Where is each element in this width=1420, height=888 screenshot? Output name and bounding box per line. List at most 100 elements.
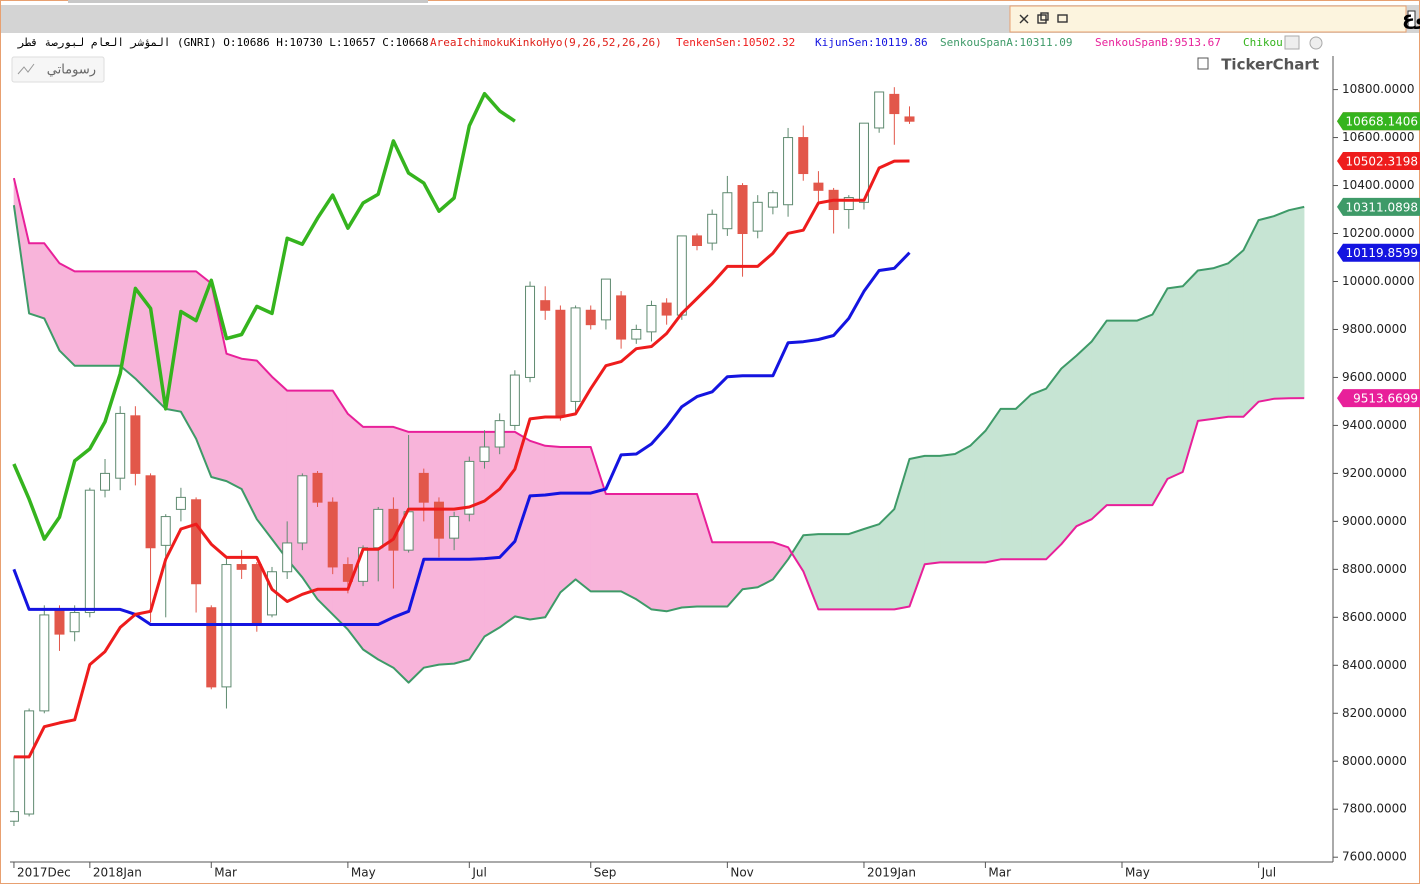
candle-body bbox=[494, 420, 505, 448]
legend-entry: TenkenSen:10502.32 bbox=[676, 36, 795, 49]
cloud bbox=[954, 445, 971, 563]
y-tick-label: 8600.0000 bbox=[1342, 610, 1407, 624]
cloud bbox=[408, 431, 425, 684]
cloud bbox=[347, 413, 364, 651]
cloud bbox=[544, 445, 561, 619]
cloud bbox=[651, 493, 667, 612]
y-tick-label: 7800.0000 bbox=[1342, 802, 1407, 816]
indicator-line bbox=[13, 159, 910, 759]
cloud bbox=[104, 271, 121, 366]
drawings-label[interactable]: رسوماتي bbox=[47, 63, 96, 78]
x-tick-label: 2019Jan bbox=[867, 866, 916, 880]
cloud bbox=[1273, 209, 1290, 400]
cloud bbox=[438, 431, 455, 665]
cloud bbox=[818, 533, 834, 610]
y-tick-label: 10200.0000 bbox=[1342, 226, 1415, 240]
legend-entry: Chikou bbox=[1243, 36, 1283, 49]
settings-button[interactable] bbox=[1309, 36, 1323, 50]
candle-body bbox=[449, 516, 460, 539]
ohlc-info: المؤشر العام لبورصة قطر (GNRI) O:10686 H… bbox=[17, 36, 429, 49]
cloud bbox=[1288, 206, 1305, 399]
candle-body bbox=[525, 285, 536, 378]
cloud bbox=[681, 493, 698, 608]
candle-body bbox=[100, 472, 111, 491]
legend-entry: SenkouSpanA:10311.09 bbox=[940, 36, 1072, 49]
candle-body bbox=[904, 116, 915, 122]
drawings-icon bbox=[17, 63, 35, 75]
candle-body bbox=[84, 489, 95, 614]
price-tag bbox=[1337, 243, 1420, 262]
candle-body bbox=[115, 412, 126, 479]
x-tick-label: Sep bbox=[594, 866, 617, 880]
cloud bbox=[560, 446, 576, 593]
panel-button[interactable] bbox=[1284, 35, 1300, 50]
legend-entry: SenkouSpanB:9513.67 bbox=[1095, 36, 1221, 49]
candle-body bbox=[464, 460, 475, 515]
title-box bbox=[1009, 5, 1407, 33]
candle-body bbox=[373, 508, 384, 549]
cloud bbox=[833, 533, 850, 610]
y-tick-label: 9600.0000 bbox=[1342, 370, 1407, 384]
candle-body bbox=[479, 446, 490, 462]
indicator-line bbox=[12, 177, 1305, 611]
candle-body bbox=[813, 182, 824, 191]
cloud bbox=[271, 376, 288, 561]
cloud bbox=[89, 271, 106, 366]
cloud bbox=[1061, 355, 1077, 545]
cloud bbox=[226, 353, 242, 490]
cloud bbox=[711, 541, 728, 607]
cloud bbox=[1243, 219, 1259, 418]
x-tick-label: May bbox=[1125, 866, 1150, 880]
y-tick-label: 9200.0000 bbox=[1342, 466, 1407, 480]
cloud bbox=[180, 271, 197, 440]
cloud bbox=[1030, 388, 1047, 560]
cloud bbox=[969, 430, 986, 563]
x-tick-label: Jul bbox=[1261, 866, 1276, 880]
drawings-button[interactable] bbox=[11, 56, 105, 83]
cloud bbox=[1106, 320, 1123, 506]
window-icons[interactable] bbox=[1019, 12, 1068, 24]
candle-body bbox=[418, 472, 429, 503]
x-tick-label: Jul bbox=[471, 866, 486, 880]
cloud bbox=[529, 440, 546, 620]
price-tag-label: 10502.3198 bbox=[1345, 154, 1418, 168]
candle-body bbox=[737, 185, 748, 235]
cloud bbox=[499, 431, 516, 628]
candle-body bbox=[874, 91, 885, 129]
candle-body bbox=[555, 309, 566, 417]
x-tick-label: 2017Dec bbox=[17, 866, 71, 880]
candle-body bbox=[69, 612, 80, 633]
candle-body bbox=[236, 564, 247, 570]
candle-body bbox=[616, 295, 627, 340]
candle-body bbox=[327, 501, 338, 568]
price-tag bbox=[1337, 112, 1420, 131]
cloud bbox=[1258, 215, 1275, 402]
y-tick-label: 8000.0000 bbox=[1342, 754, 1407, 768]
x-tick-label: May bbox=[351, 866, 376, 880]
candle-body bbox=[722, 192, 733, 230]
candle-body bbox=[175, 496, 186, 510]
cloud bbox=[1167, 285, 1183, 480]
price-tag bbox=[1337, 197, 1420, 216]
watermark: TickerChart bbox=[1221, 56, 1319, 74]
cloud bbox=[742, 541, 758, 590]
indicator-line bbox=[12, 91, 516, 541]
y-tick-label: 8200.0000 bbox=[1342, 706, 1407, 720]
legend-entry: KijunSen:10119.86 bbox=[815, 36, 928, 49]
candle-body bbox=[752, 201, 763, 232]
cloud bbox=[1015, 394, 1032, 560]
candle-body bbox=[843, 197, 854, 211]
window-menu[interactable] bbox=[1407, 10, 1416, 28]
cloud bbox=[256, 360, 273, 540]
candle-body bbox=[707, 213, 718, 244]
candle-body bbox=[783, 137, 794, 206]
indicator-line bbox=[12, 251, 911, 626]
cloud bbox=[575, 446, 591, 592]
tab-strip bbox=[68, 0, 428, 3]
candle-body bbox=[798, 137, 809, 175]
cloud bbox=[423, 431, 440, 669]
cloud bbox=[1228, 249, 1244, 418]
cloud bbox=[1121, 320, 1138, 506]
chart-title: المؤشر العام لبورصة قطر - أسبوع bbox=[1402, 6, 1420, 30]
